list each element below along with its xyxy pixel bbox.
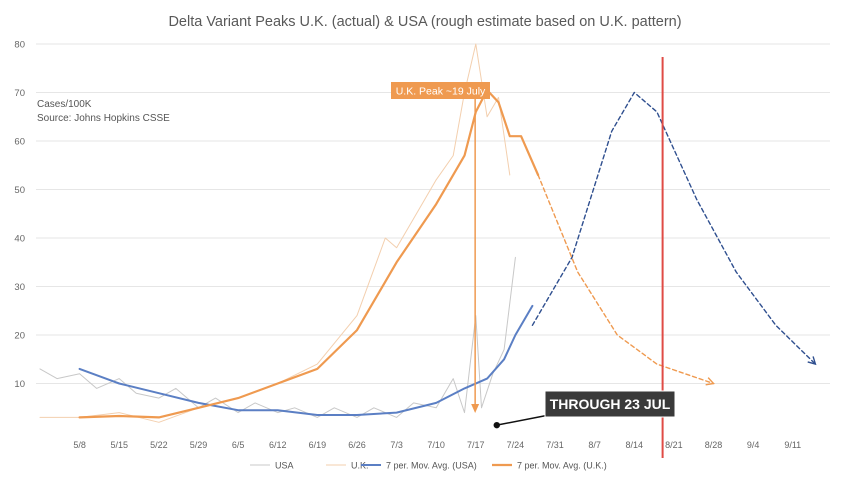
series-line-1 bbox=[39, 43, 511, 423]
y-tick-label: 50 bbox=[14, 185, 25, 196]
through-banner-label: THROUGH 23 JUL bbox=[550, 396, 671, 412]
banner-pointer-line bbox=[496, 414, 550, 426]
x-tick-label: 7/3 bbox=[390, 440, 403, 450]
series-line-5 bbox=[537, 174, 715, 385]
x-axis-ticks: 5/8 5/15 5/22 5/29 6/5 6/12 6/19 6/26 7/3 7/10 7/1… bbox=[73, 440, 801, 450]
x-tick-label: 6/19 bbox=[309, 440, 327, 450]
y-tick-label: 20 bbox=[14, 331, 25, 342]
legend: USA U.K. 7 per. Mov. Avg. (USA) 7 per. Mov.… bbox=[250, 461, 607, 471]
x-tick-label: 7/31 bbox=[546, 440, 564, 450]
x-tick-label: 5/29 bbox=[190, 440, 208, 450]
series-line-0 bbox=[39, 256, 516, 418]
legend-label: 7 per. Mov. Avg. (USA) bbox=[386, 461, 477, 471]
legend-label: U.K. bbox=[351, 461, 369, 471]
units-note: Cases/100K bbox=[37, 99, 92, 110]
x-tick-label: 5/22 bbox=[150, 440, 168, 450]
y-tick-label: 10 bbox=[14, 379, 25, 390]
x-tick-label: 5/8 bbox=[73, 440, 86, 450]
peak-callout-box bbox=[391, 82, 490, 99]
y-tick-label: 60 bbox=[14, 137, 25, 148]
x-tick-label: 6/5 bbox=[232, 440, 245, 450]
annotations: U.K. Peak ~19 July THROUGH 23 JUL bbox=[391, 57, 676, 458]
through-banner-box bbox=[544, 390, 676, 418]
y-axis-ticks: 10 20 30 40 50 60 70 80 bbox=[14, 40, 25, 391]
x-tick-label: 8/21 bbox=[665, 440, 683, 450]
peak-arrow-head bbox=[471, 404, 480, 413]
y-tick-label: 80 bbox=[14, 40, 25, 51]
x-tick-label: 6/26 bbox=[348, 440, 366, 450]
y-tick-label: 40 bbox=[14, 234, 25, 245]
x-tick-label: 7/10 bbox=[427, 440, 445, 450]
legend-label: USA bbox=[275, 461, 294, 471]
x-tick-label: 9/11 bbox=[784, 440, 801, 450]
series-line-4 bbox=[531, 91, 817, 365]
x-tick-label: 6/12 bbox=[269, 440, 287, 450]
x-tick-label: 5/15 bbox=[110, 440, 128, 450]
series-lines bbox=[39, 43, 817, 423]
series-line-3 bbox=[78, 89, 540, 419]
series-line-2 bbox=[78, 304, 534, 416]
chart-title: Delta Variant Peaks U.K. (actual) & USA … bbox=[168, 14, 681, 30]
y-tick-label: 30 bbox=[14, 282, 25, 293]
projection-arrowhead bbox=[807, 356, 817, 366]
projection-arrowhead bbox=[705, 377, 715, 386]
x-tick-label: 9/4 bbox=[747, 440, 760, 450]
x-tick-label: 7/24 bbox=[507, 440, 525, 450]
peak-callout-label: U.K. Peak ~19 July bbox=[396, 86, 486, 98]
legend-label: 7 per. Mov. Avg. (U.K.) bbox=[517, 461, 607, 471]
x-tick-label: 8/7 bbox=[588, 440, 601, 450]
gridlines bbox=[36, 43, 830, 384]
y-tick-label: 70 bbox=[14, 88, 25, 99]
banner-pointer-dot bbox=[493, 421, 500, 429]
x-tick-label: 8/14 bbox=[626, 440, 644, 450]
x-tick-label: 8/28 bbox=[705, 440, 723, 450]
x-tick-label: 7/17 bbox=[467, 440, 485, 450]
source-note: Source: Johns Hopkins CSSE bbox=[37, 113, 170, 124]
